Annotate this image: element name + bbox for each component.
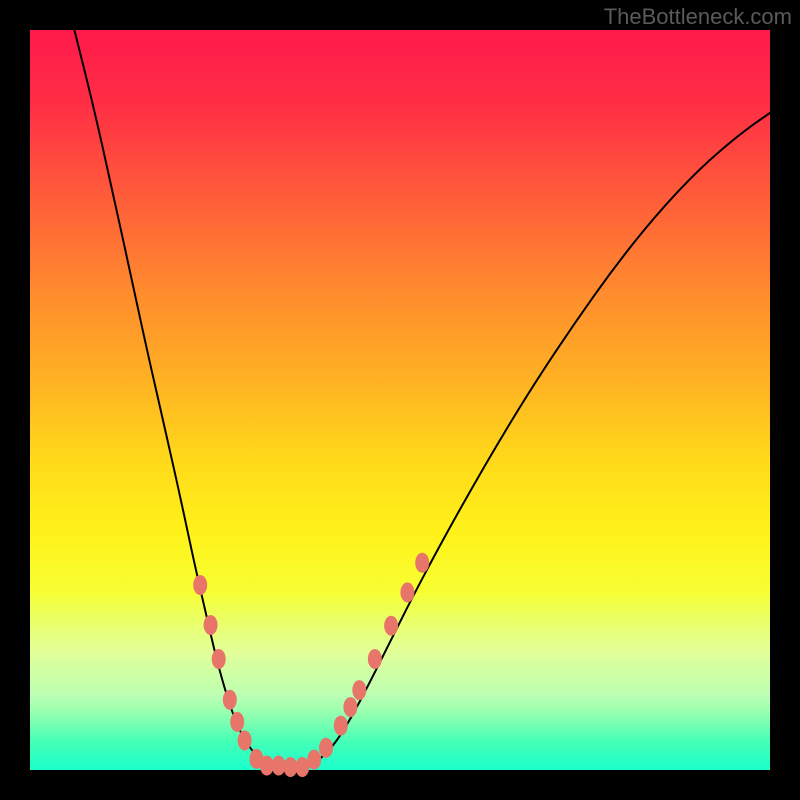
chart-container: TheBottleneck.com [0, 0, 800, 800]
data-point [368, 649, 382, 669]
data-point [307, 750, 321, 770]
bottleneck-chart [0, 0, 800, 800]
data-point [238, 730, 252, 750]
data-point [212, 649, 226, 669]
data-point [193, 575, 207, 595]
data-point [230, 712, 244, 732]
data-point [223, 690, 237, 710]
data-point [384, 616, 398, 636]
watermark-text: TheBottleneck.com [604, 4, 792, 30]
data-point [343, 697, 357, 717]
data-point [319, 738, 333, 758]
data-point [204, 615, 218, 635]
data-point [272, 756, 286, 776]
data-point [352, 680, 366, 700]
data-point [400, 582, 414, 602]
data-point [334, 716, 348, 736]
data-point [415, 553, 429, 573]
